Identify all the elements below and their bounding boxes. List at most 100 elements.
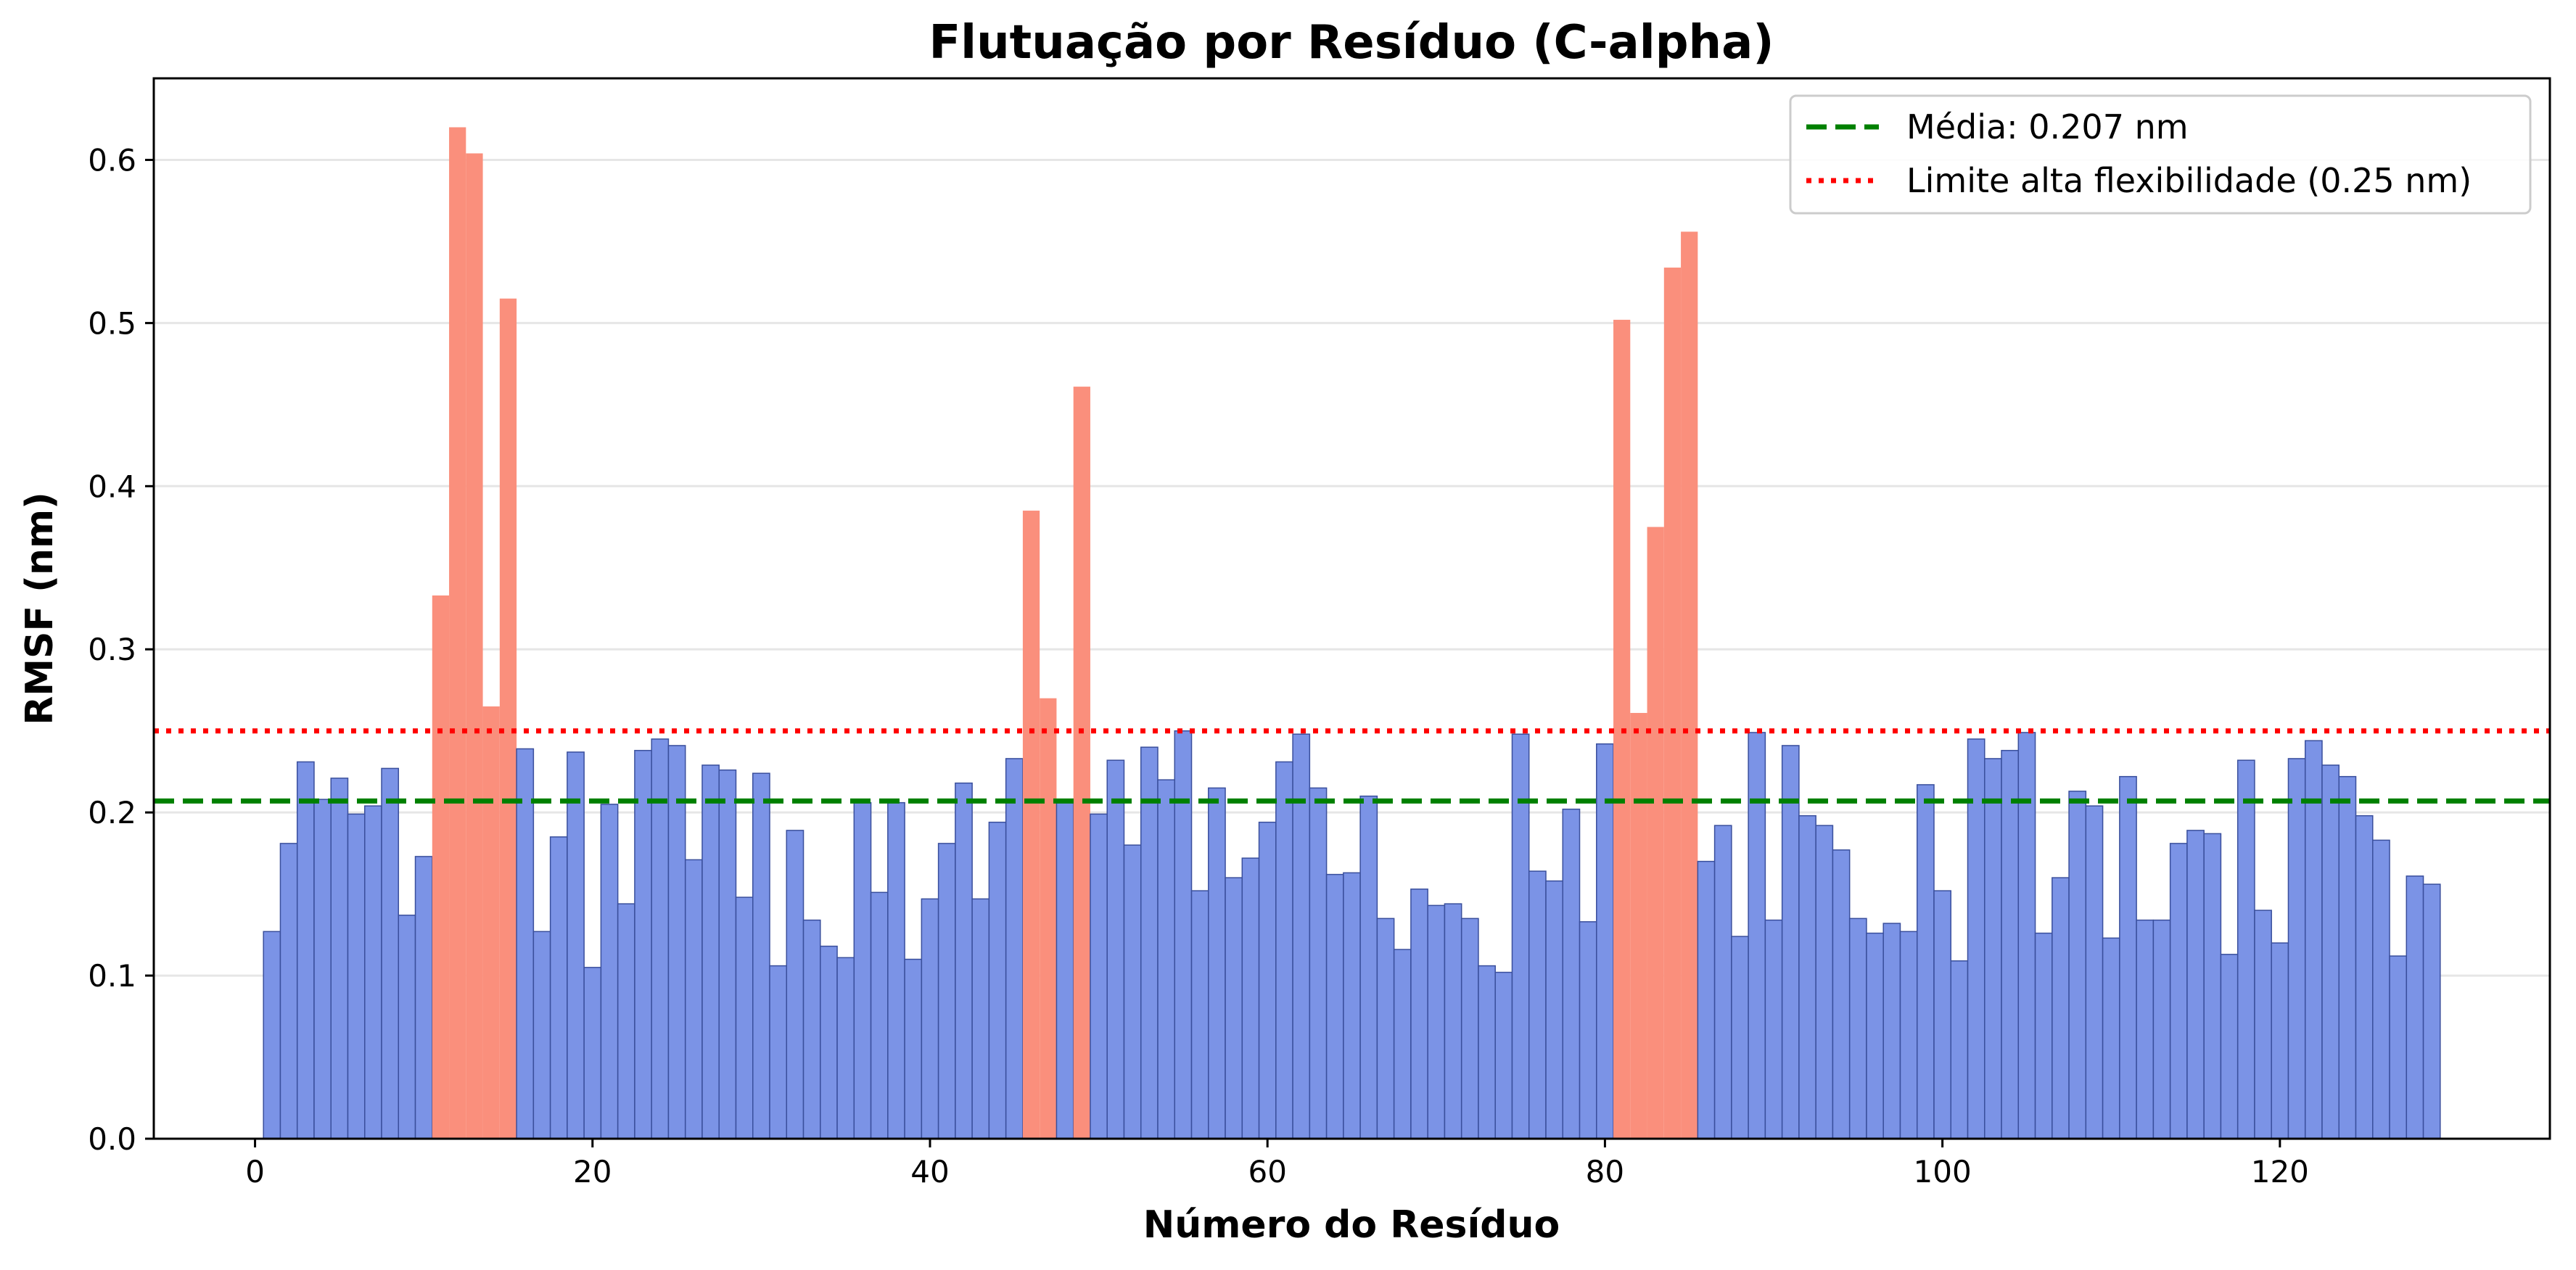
x-tick-label: 20	[573, 1154, 612, 1189]
bar	[1106, 759, 1125, 1139]
bar-high-flexibility	[449, 127, 466, 1139]
bar	[1899, 931, 1918, 1139]
bar-high-flexibility	[432, 595, 450, 1139]
bar	[617, 903, 635, 1139]
bar	[1848, 918, 1867, 1139]
bar	[1950, 960, 1969, 1139]
bar	[2338, 775, 2357, 1139]
bar	[1427, 904, 1446, 1139]
bar	[1225, 877, 1243, 1139]
y-axis-ticks: 0.0 0.1 0.2 0.3 0.4 0.5 0.6	[88, 142, 154, 1157]
bar	[2034, 932, 2053, 1139]
bar	[2254, 910, 2272, 1139]
bar	[2169, 843, 2188, 1139]
bar	[2017, 732, 2036, 1139]
x-tick-label: 80	[1586, 1154, 1624, 1189]
bar-high-flexibility	[1630, 712, 1647, 1139]
x-axis-title: Número do Resíduo	[1143, 1203, 1560, 1247]
bar	[2119, 775, 2137, 1139]
bar	[1208, 787, 1226, 1139]
bar	[1444, 903, 1462, 1139]
legend-threshold-label: Limite alta flexibilidade (0.25 nm)	[1906, 161, 2472, 200]
bar	[2321, 764, 2340, 1139]
bar	[1140, 746, 1159, 1139]
bar	[1798, 815, 1816, 1139]
bar	[820, 945, 838, 1139]
bar	[904, 958, 923, 1139]
bar	[1005, 758, 1024, 1139]
bar	[1882, 923, 1901, 1139]
x-tick-label: 60	[1248, 1154, 1286, 1189]
bar	[1731, 936, 1749, 1139]
bar	[955, 782, 973, 1139]
chart-title: Flutuação por Resíduo (C-alpha)	[929, 16, 1774, 70]
legend: Média: 0.207 nm Limite alta flexibilidad…	[1789, 94, 2532, 215]
bar	[2152, 919, 2171, 1139]
bar	[988, 821, 1007, 1139]
bar	[1764, 919, 1783, 1139]
bar	[836, 957, 855, 1139]
bar	[2422, 883, 2441, 1139]
y-tick-label: 0.4	[88, 469, 136, 504]
bar	[2068, 791, 2087, 1139]
bar	[347, 813, 366, 1139]
bar	[887, 801, 905, 1139]
bar	[1933, 890, 1952, 1139]
bar	[752, 772, 770, 1139]
bar	[1528, 870, 1547, 1139]
bar-high-flexibility	[1663, 267, 1682, 1139]
reference-lines	[154, 728, 2550, 804]
plot-frame	[152, 77, 2551, 1140]
bar	[296, 761, 315, 1139]
bar	[583, 967, 602, 1139]
bar	[853, 801, 872, 1139]
bar	[2355, 815, 2374, 1139]
bar	[634, 749, 652, 1139]
bar	[1190, 890, 1209, 1139]
y-tick-label: 0.3	[88, 632, 136, 667]
y-axis-title: RMSF (nm)	[18, 492, 62, 725]
bar-high-flexibility	[1647, 527, 1664, 1139]
bar	[1815, 825, 1834, 1139]
bar	[2001, 749, 2020, 1139]
bar	[2406, 875, 2424, 1139]
bar	[1781, 745, 1800, 1139]
bar	[2102, 937, 2120, 1139]
bar-high-flexibility	[1681, 231, 1698, 1139]
x-tick-label: 100	[1914, 1154, 1972, 1189]
bar	[786, 830, 805, 1139]
bar	[2236, 759, 2255, 1139]
bar	[2085, 805, 2104, 1139]
x-tick-label: 40	[910, 1154, 949, 1189]
y-tick-label: 0.1	[88, 958, 136, 994]
y-tick-label: 0.5	[88, 305, 136, 341]
bar	[1511, 733, 1530, 1139]
bar	[667, 745, 686, 1139]
bar	[2220, 954, 2239, 1139]
bar	[1157, 779, 1176, 1139]
bar	[684, 859, 703, 1139]
bar	[1579, 921, 1597, 1139]
bar	[1410, 888, 1428, 1139]
bar	[2372, 839, 2390, 1139]
bar	[330, 778, 349, 1139]
y-tick-label: 0.6	[88, 142, 136, 178]
y-tick-label: 0.2	[88, 795, 136, 830]
bar	[1325, 873, 1344, 1139]
bar	[769, 965, 788, 1139]
bar	[2052, 877, 2070, 1139]
bar	[2136, 919, 2155, 1139]
bar	[1258, 821, 1277, 1139]
bar	[1359, 795, 1378, 1139]
bar	[1494, 971, 1513, 1139]
bar	[2287, 758, 2306, 1139]
bar	[1562, 808, 1581, 1139]
bar	[364, 805, 382, 1139]
bar	[263, 931, 281, 1139]
bar	[1055, 800, 1074, 1139]
bar	[921, 898, 939, 1139]
bar-high-flexibility	[466, 153, 483, 1139]
bar	[2203, 833, 2222, 1139]
bar	[718, 769, 737, 1139]
